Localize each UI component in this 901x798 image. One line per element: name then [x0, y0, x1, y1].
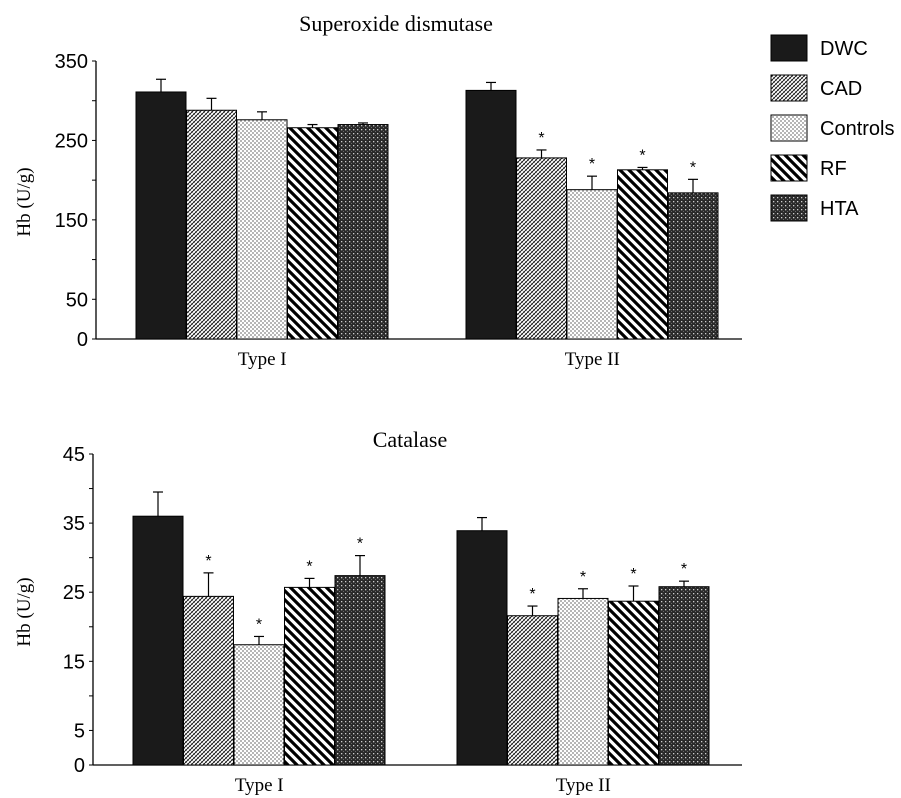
sod-bar-hta-type-i: [337, 124, 389, 340]
sod-category-label-type-ii: Type II: [565, 349, 620, 370]
sod-category-label-type-i: Type I: [238, 349, 287, 370]
catalase-significance-marker: *: [630, 566, 636, 583]
sod-category-labels: Type I Type II: [238, 349, 620, 370]
catalase-y-tick-label: 35: [63, 513, 85, 535]
catalase-chart-title: Catalase: [373, 427, 448, 452]
sod-panel: Superoxide dismutase Hb (U/g) 0 50 150 250 3…: [14, 11, 742, 370]
catalase-bar-hta-type-i: [334, 575, 386, 766]
catalase-category-labels: Type I Type II: [235, 775, 611, 796]
sod-bar-controls-type-i: [236, 119, 288, 340]
legend-label-rf: RF: [820, 158, 847, 180]
sod-y-tick-label: 0: [77, 329, 88, 351]
catalase-bar-controls-type-ii: [557, 597, 609, 766]
catalase-bar-cad-type-i: [183, 595, 234, 766]
sod-bar-cad-type-i: [186, 109, 237, 340]
catalase-significance-marker: *: [681, 561, 687, 578]
catalase-y-tick-label: 45: [63, 444, 85, 466]
catalase-significance-marker: *: [357, 536, 363, 553]
legend-swatch-controls: [770, 114, 808, 142]
legend-label-hta: HTA: [820, 198, 859, 220]
sod-y-ticks: 0 50 150 250 350: [55, 51, 96, 351]
catalase-bar-controls-type-i: [233, 644, 285, 766]
sod-bar-dwc-type-ii: [465, 89, 517, 340]
sod-y-tick-label: 50: [66, 289, 88, 311]
catalase-significance-marker: *: [256, 616, 262, 633]
legend-swatch-cad: [770, 74, 808, 102]
sod-bars: * * * *: [135, 78, 719, 340]
catalase-significance-marker: *: [205, 553, 211, 570]
catalase-y-axis-label: Hb (U/g): [14, 577, 35, 646]
catalase-y-tick-label: 15: [63, 651, 85, 673]
sod-y-tick-label: 150: [55, 210, 88, 232]
sod-significance-marker: *: [639, 147, 645, 164]
catalase-category-label-type-i: Type I: [235, 775, 284, 796]
catalase-y-tick-label: 0: [74, 755, 85, 777]
sod-bar-rf-type-i: [287, 127, 338, 340]
sod-y-axis-label: Hb (U/g): [14, 167, 35, 236]
catalase-bars: * * * * * * * *: [132, 491, 710, 766]
sod-bar-rf-type-ii: [617, 169, 668, 340]
legend-label-controls: Controls: [820, 118, 894, 140]
sod-chart-title: Superoxide dismutase: [299, 11, 493, 36]
catalase-bar-cad-type-ii: [507, 615, 558, 766]
sod-y-tick-label: 350: [55, 51, 88, 73]
catalase-bar-dwc-type-ii: [456, 530, 508, 766]
sod-significance-marker: *: [589, 156, 595, 173]
catalase-panel: Catalase Hb (U/g) 0 5 15 25 35 45 * * * * * * * * Ty…: [14, 427, 742, 796]
catalase-significance-marker: *: [306, 558, 312, 575]
catalase-category-label-type-ii: Type II: [556, 775, 611, 796]
catalase-bar-hta-type-ii: [658, 586, 710, 766]
sod-bar-controls-type-ii: [566, 189, 618, 340]
sod-bar-cad-type-ii: [516, 157, 567, 340]
legend-swatch-dwc: [770, 34, 808, 62]
sod-y-tick-label: 250: [55, 130, 88, 152]
legend-swatch-hta: [770, 194, 808, 222]
sod-significance-marker: *: [690, 159, 696, 176]
catalase-significance-marker: *: [529, 586, 535, 603]
catalase-y-ticks: 0 5 15 25 35 45: [63, 444, 93, 777]
sod-bar-dwc-type-i: [135, 91, 187, 340]
catalase-significance-marker: *: [580, 569, 586, 586]
legend-label-cad: CAD: [820, 78, 862, 100]
legend-swatch-rf: [770, 154, 808, 182]
catalase-bar-dwc-type-i: [132, 515, 184, 766]
catalase-bar-rf-type-i: [284, 586, 335, 766]
sod-significance-marker: *: [538, 130, 544, 147]
legend: DWC CAD Controls RF HTA: [770, 34, 894, 222]
catalase-y-tick-label: 25: [63, 582, 85, 604]
catalase-y-tick-label: 5: [74, 720, 85, 742]
catalase-bar-rf-type-ii: [608, 600, 659, 766]
legend-label-dwc: DWC: [820, 38, 868, 60]
sod-bar-hta-type-ii: [667, 192, 719, 340]
